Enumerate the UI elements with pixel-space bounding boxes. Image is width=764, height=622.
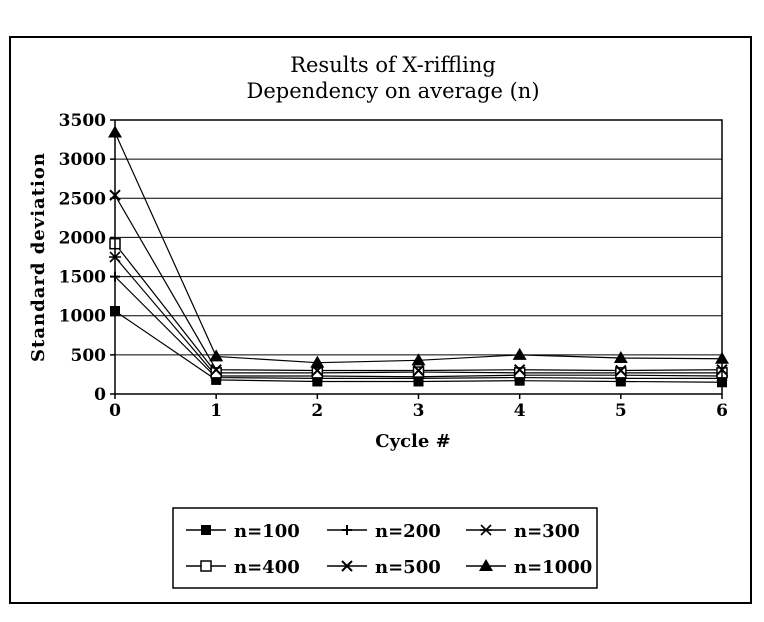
series-line-n-1000 [114,132,723,364]
series-line-n-500 [114,194,723,372]
y-axis-label: Standard deviation [28,152,49,362]
y-tick-label: 3000 [59,150,106,170]
data-point-n-400 [210,367,222,379]
legend-label: n=500 [375,557,441,578]
data-point-n-1000 [310,355,325,368]
data-point-n-400 [412,366,425,378]
y-tick-label: 0 [94,385,106,405]
chart-title: Results of X-riffling [290,53,496,77]
y-tick-label: 3500 [59,111,106,131]
series-lines [114,132,723,383]
legend-marker [200,560,212,572]
y-tick-label: 1000 [59,307,106,327]
legend-marker [341,560,353,572]
legend-item: n=300 [466,521,580,542]
data-point-n-1000 [209,349,224,362]
legend-item: n=400 [186,557,300,578]
gridlines [115,158,722,356]
legend-item: n=1000 [466,557,592,578]
data-point-n-400 [311,367,324,379]
legend: n=100 n=200 n=300 n=400 n=500 n=1000 [186,521,592,578]
x-tick-label: 5 [615,401,627,421]
legend-marker [342,525,352,535]
x-tick-label: 3 [413,401,425,421]
data-point-n-1000 [613,350,628,363]
y-tick-label: 1500 [59,268,106,288]
x-tick-label: 0 [109,401,121,421]
y-axis-ticks: 0 500 1000 1500 2000 2500 3000 3500 [59,111,115,405]
data-point-n-1000 [411,353,426,366]
data-point-n-500 [615,364,627,377]
y-tick-label: 2000 [59,228,106,248]
legend-label: n=200 [375,521,441,542]
x-tick-label: 1 [210,401,222,421]
data-point-n-500 [513,364,526,376]
legend-label: n=1000 [514,557,592,578]
legend-marker [479,559,493,571]
legend-marker [201,525,211,535]
x-tick-label: 6 [716,401,728,421]
legend-item: n=100 [186,521,300,542]
legend-item: n=500 [327,557,441,578]
x-axis-label: Cycle # [375,431,450,452]
series-markers [108,125,729,388]
legend-box [172,507,598,589]
y-tick-label: 2500 [59,189,106,209]
chart-frame [9,36,752,604]
legend-label: n=300 [514,521,580,542]
data-point-n-1000 [512,347,527,360]
chart-subtitle: Dependency on average (n) [246,79,539,103]
y-tick-label: 500 [71,346,107,366]
data-point-n-500 [412,364,425,377]
data-point-n-500 [210,364,222,376]
x-tick-label: 2 [311,401,323,421]
legend-item: n=200 [327,521,441,542]
x-axis-ticks: 0 1 2 3 4 5 6 [109,394,728,421]
x-tick-label: 4 [514,401,526,421]
legend-label: n=100 [234,521,300,542]
data-point-n-400 [615,367,627,379]
legend-label: n=400 [234,557,300,578]
legend-marker [480,524,492,536]
data-point-n-400 [513,367,526,379]
